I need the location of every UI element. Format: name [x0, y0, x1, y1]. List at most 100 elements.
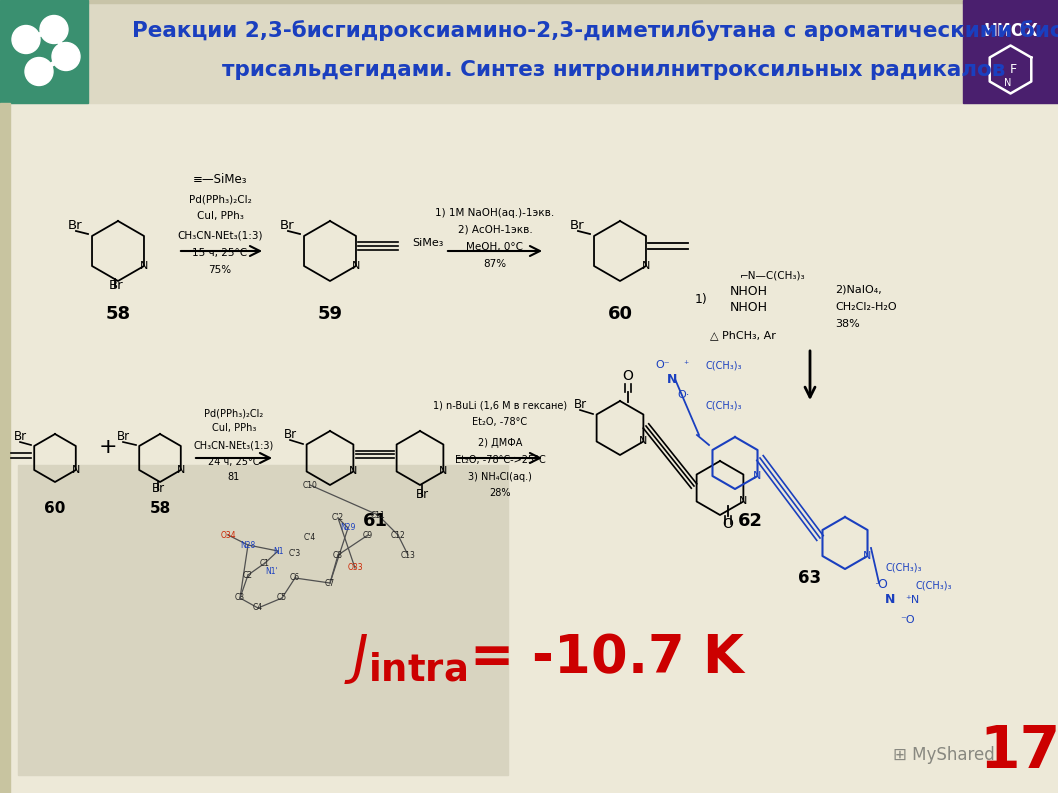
Text: Pd(PPh₃)₂Cl₂: Pd(PPh₃)₂Cl₂: [188, 195, 252, 205]
Text: C6: C6: [290, 573, 300, 583]
Text: Et₂O, -78°C->25°C: Et₂O, -78°C->25°C: [455, 455, 545, 465]
Text: Br: Br: [116, 430, 129, 443]
Text: C'2: C'2: [332, 514, 344, 523]
Text: 2) ДМФА: 2) ДМФА: [478, 438, 523, 448]
Bar: [0, 0, 1058, 103]
Text: ⁺N: ⁺N: [905, 595, 919, 605]
Text: CH₂Cl₂-H₂O: CH₂Cl₂-H₂O: [835, 302, 896, 312]
Text: C3: C3: [235, 593, 245, 603]
Bar: [0, 0, 1058, 3]
Text: N: N: [740, 496, 748, 507]
Text: C'3: C'3: [289, 549, 302, 557]
Text: C5: C5: [277, 593, 287, 603]
Text: N1': N1': [266, 566, 278, 576]
Text: 87%: 87%: [484, 259, 507, 269]
Text: C(CH₃)₃: C(CH₃)₃: [705, 360, 742, 370]
Circle shape: [52, 43, 80, 71]
Text: 28%: 28%: [489, 488, 511, 498]
Text: 60: 60: [607, 305, 633, 323]
Text: 1): 1): [695, 293, 708, 306]
Text: 58: 58: [149, 501, 170, 516]
Text: 60: 60: [44, 501, 66, 516]
Text: N: N: [863, 551, 872, 561]
Text: O: O: [622, 369, 634, 383]
Text: 2)NaIO₄,: 2)NaIO₄,: [835, 285, 881, 295]
Text: CH₃CN-NEt₃(1:3): CH₃CN-NEt₃(1:3): [194, 440, 274, 450]
Text: +: +: [98, 437, 117, 457]
Bar: [0, 0, 88, 103]
Text: NHOH: NHOH: [730, 285, 768, 298]
Text: Et₂O, -78°C: Et₂O, -78°C: [473, 417, 528, 427]
Text: Pd(PPh₃)₂Cl₂: Pd(PPh₃)₂Cl₂: [204, 408, 263, 418]
Text: C(CH₃)₃: C(CH₃)₃: [884, 563, 922, 573]
Text: MeOH, 0°C: MeOH, 0°C: [467, 242, 524, 252]
Text: ≡—SiMe₃: ≡—SiMe₃: [193, 173, 248, 186]
Text: 38%: 38%: [835, 319, 860, 329]
Text: Br: Br: [284, 428, 296, 441]
Text: $J_{\mathregular{intra}}$= -10.7 K: $J_{\mathregular{intra}}$= -10.7 K: [344, 630, 746, 685]
Text: N: N: [642, 261, 651, 271]
Text: ⌐N—C(CH₃)₃: ⌐N—C(CH₃)₃: [740, 270, 805, 280]
Text: N: N: [177, 465, 185, 475]
Text: Br: Br: [68, 219, 83, 232]
Text: CuI, PPh₃: CuI, PPh₃: [212, 423, 256, 433]
Text: 62: 62: [737, 512, 763, 530]
Text: C7: C7: [325, 579, 335, 588]
Circle shape: [25, 58, 53, 86]
Text: N: N: [140, 261, 148, 271]
Text: 17: 17: [980, 722, 1058, 780]
Text: Реакции 2,3-бисгидроксиамино-2,3-диметилбутана с ароматическими бис- и: Реакции 2,3-бисгидроксиамино-2,3-диметил…: [132, 21, 1058, 41]
Text: 2) AcOH-1экв.: 2) AcOH-1экв.: [458, 225, 532, 235]
Text: 75%: 75%: [208, 265, 232, 275]
Text: O⁻: O⁻: [655, 360, 670, 370]
Text: N: N: [1004, 79, 1011, 89]
Text: CuI, PPh₃: CuI, PPh₃: [197, 211, 243, 221]
Text: C1: C1: [260, 558, 270, 568]
Text: Br: Br: [151, 482, 165, 495]
Text: C9: C9: [363, 531, 373, 539]
Text: Br: Br: [109, 279, 124, 292]
Text: SiMe₃: SiMe₃: [412, 238, 443, 248]
Text: N: N: [352, 261, 360, 271]
Text: N: N: [667, 373, 677, 386]
Text: N: N: [884, 593, 895, 606]
Text: C(CH₃)₃: C(CH₃)₃: [705, 400, 742, 410]
Text: Br: Br: [14, 430, 26, 443]
Text: C2: C2: [243, 570, 253, 580]
Text: 3) NH₄Cl(aq.): 3) NH₄Cl(aq.): [468, 472, 532, 482]
Text: ⁻O: ⁻O: [900, 615, 914, 625]
Text: N: N: [439, 466, 448, 477]
Text: 1) n-BuLi (1,6 М в гексане): 1) n-BuLi (1,6 М в гексане): [433, 400, 567, 410]
Text: C'4: C'4: [304, 534, 316, 542]
Text: N: N: [753, 471, 762, 481]
Circle shape: [12, 25, 40, 53]
Text: N: N: [349, 466, 358, 477]
Text: C4: C4: [253, 603, 263, 612]
Text: △ PhCH₃, Ar: △ PhCH₃, Ar: [710, 330, 776, 340]
Text: C12: C12: [390, 531, 405, 539]
Text: N28: N28: [240, 541, 256, 550]
Text: O34: O34: [220, 531, 236, 539]
Text: O·: O·: [677, 390, 690, 400]
Bar: [18, 465, 508, 775]
Text: 59: 59: [317, 305, 343, 323]
Text: O: O: [723, 517, 733, 531]
Text: ⁺: ⁺: [683, 360, 689, 370]
Text: Br: Br: [573, 398, 586, 411]
Text: CH₃CN-NEt₃(1:3): CH₃CN-NEt₃(1:3): [178, 230, 262, 240]
Text: C11: C11: [370, 511, 385, 519]
Text: N1: N1: [273, 546, 284, 556]
Text: 63: 63: [799, 569, 822, 587]
Text: Br: Br: [569, 219, 584, 232]
Text: 15 ч, 25°C: 15 ч, 25°C: [193, 248, 248, 258]
Bar: [963, 0, 1058, 103]
Text: Br: Br: [279, 219, 294, 232]
Text: C8: C8: [333, 550, 343, 560]
Text: F: F: [1010, 63, 1017, 76]
Text: C(CH₃)₃: C(CH₃)₃: [915, 580, 951, 590]
Text: N29: N29: [341, 523, 355, 533]
Text: O33: O33: [347, 564, 363, 573]
Text: ⊞ MyShared: ⊞ MyShared: [893, 746, 995, 764]
Text: NHOH: NHOH: [730, 301, 768, 314]
Text: C10: C10: [303, 481, 317, 489]
